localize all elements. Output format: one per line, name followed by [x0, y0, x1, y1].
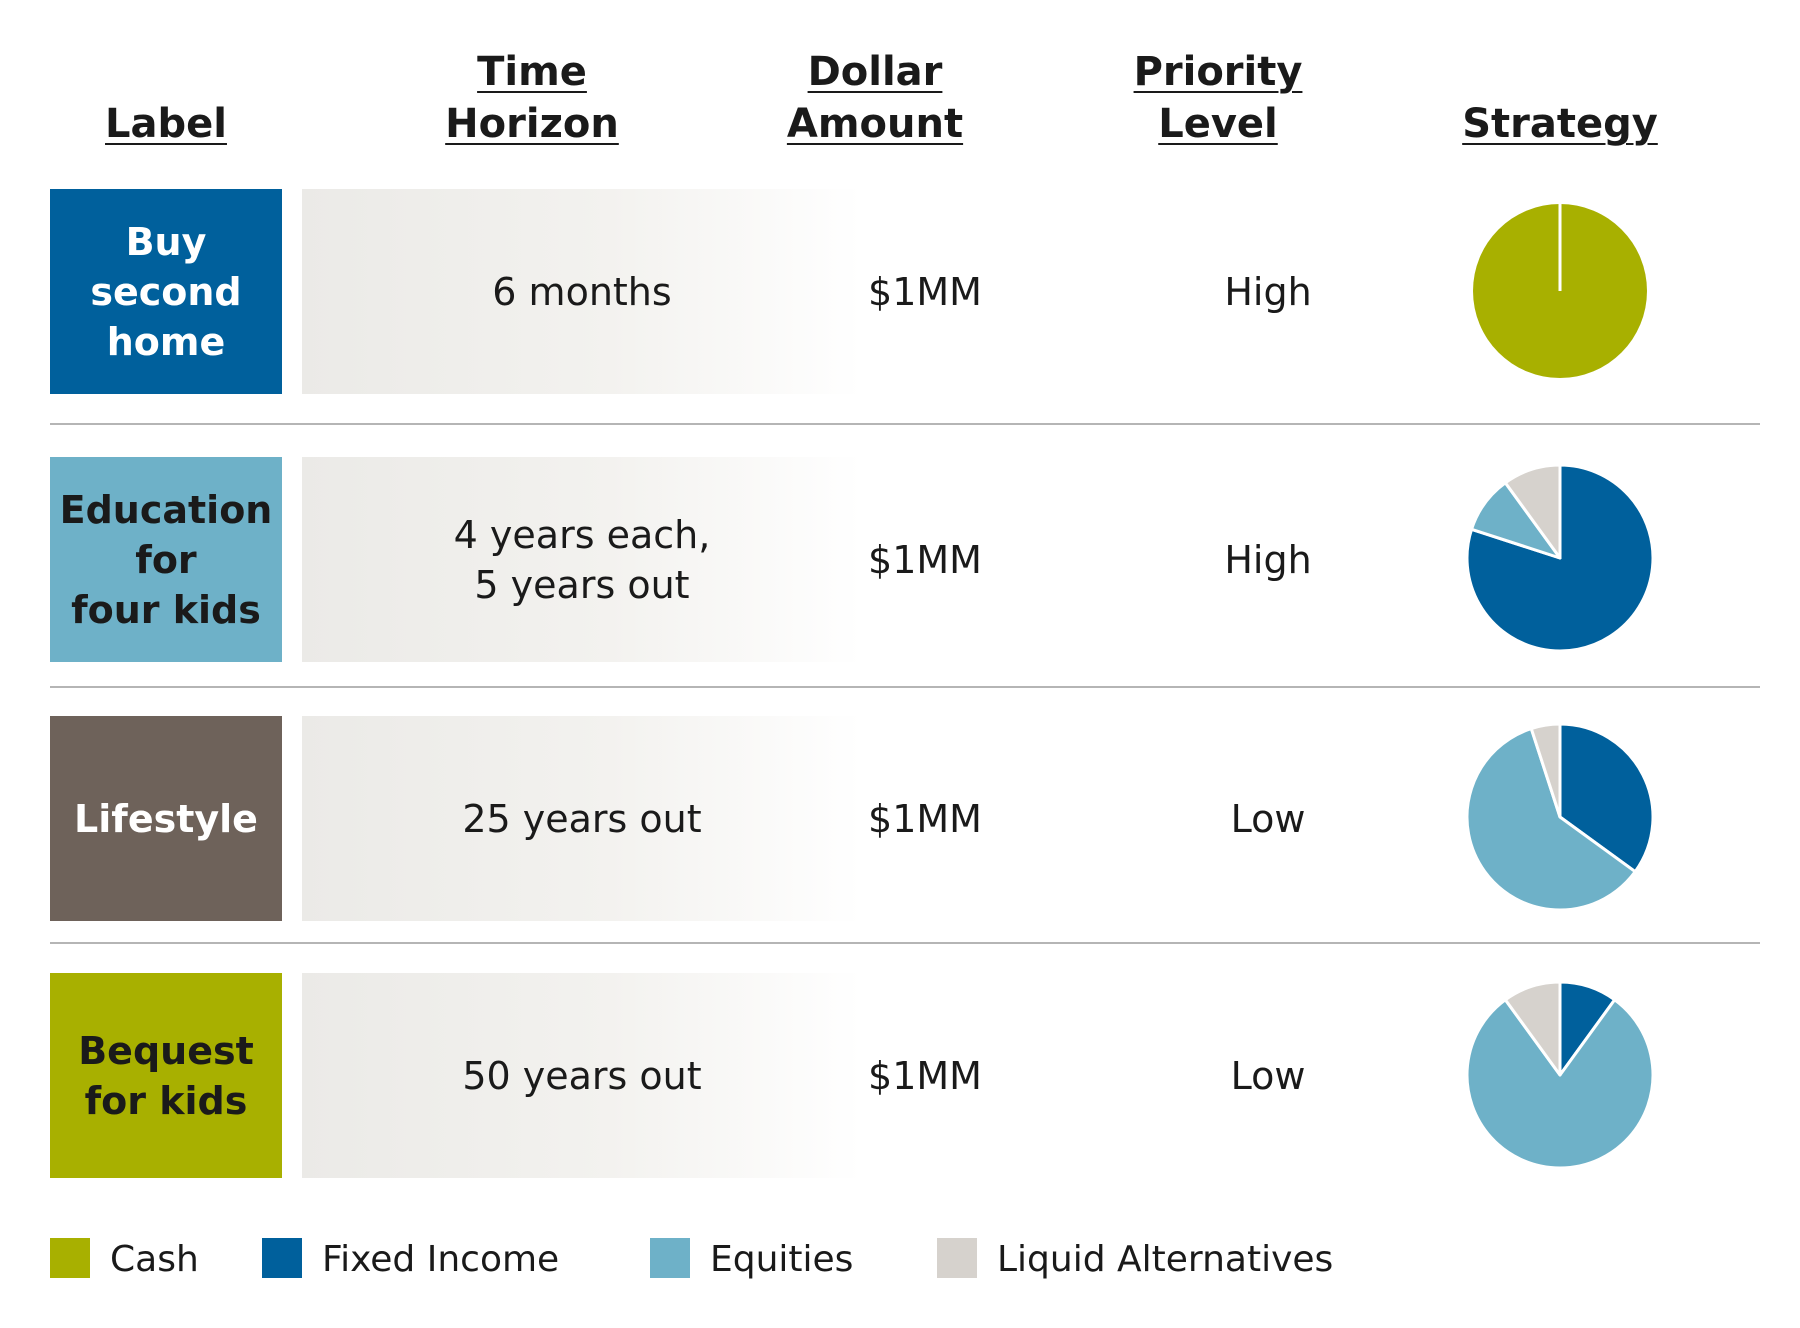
dollar-amount-cell: $1MM — [868, 1053, 982, 1098]
row-label-box: Buy second home — [50, 189, 282, 394]
goal-row-0: Buy second home 6 months $1MM High — [50, 189, 1760, 394]
pie-slice-equities — [1465, 998, 1655, 1170]
priority-cell: Low — [1230, 796, 1306, 841]
pie-slice-liquid-alternatives — [1503, 980, 1562, 1077]
pie-1 — [1465, 463, 1655, 653]
time-horizon-cell: 50 years out — [462, 1053, 702, 1098]
time-horizon-band — [302, 973, 862, 1178]
time-horizon-band — [302, 189, 862, 394]
pie-slice-liquid-alternatives — [1529, 722, 1562, 819]
header-time-horizon-line1: Time — [477, 49, 587, 95]
legend-swatch-liquid-alternatives — [937, 1238, 977, 1278]
pie-2 — [1465, 722, 1655, 912]
header-time-horizon: Time Horizon — [382, 46, 682, 150]
row-divider — [50, 942, 1760, 944]
priority-cell: High — [1224, 537, 1312, 582]
header-priority-level-line2: Level — [1158, 101, 1278, 147]
dollar-amount-cell: $1MM — [868, 269, 982, 314]
header-time-horizon-line2: Horizon — [445, 101, 619, 147]
time-horizon-band — [302, 457, 862, 662]
priority-cell: Low — [1230, 1053, 1306, 1098]
pie-slice-equities — [1465, 727, 1637, 912]
goal-row-2: Lifestyle 25 years out $1MM Low — [50, 716, 1760, 921]
time-horizon-cell: 25 years out — [462, 796, 702, 841]
header-dollar-amount: Dollar Amount — [725, 46, 1025, 150]
pie-0 — [1473, 204, 1647, 378]
legend-label-liquid-alternatives: Liquid Alternatives — [997, 1239, 1334, 1280]
legend-swatch-equities — [650, 1238, 690, 1278]
dollar-amount-cell: $1MM — [868, 537, 982, 582]
pie-slice-fixed-income — [1558, 722, 1655, 874]
goal-row-3: Bequest for kids 50 years out $1MM Low — [50, 973, 1760, 1178]
header-priority-level: Priority Level — [1068, 46, 1368, 150]
row-label-box: Bequest for kids — [50, 973, 282, 1178]
legend-swatch-cash — [50, 1238, 90, 1278]
priority-cell: High — [1224, 269, 1312, 314]
legend-label-cash: Cash — [110, 1239, 199, 1280]
pie-slice-liquid-alternatives — [1503, 463, 1562, 560]
goal-row-1: Education for four kids 4 years each, 5 … — [50, 457, 1760, 662]
row-label-box: Education for four kids — [50, 457, 282, 662]
time-horizon-cell: 4 years each, 5 years out — [453, 512, 711, 607]
row-divider — [50, 686, 1760, 688]
legend-label-fixed-income: Fixed Income — [322, 1239, 560, 1280]
header-dollar-amount-line1: Dollar — [807, 49, 943, 95]
dollar-amount-cell: $1MM — [868, 796, 982, 841]
header-priority-level-line1: Priority — [1133, 49, 1303, 95]
header-label: Label — [50, 98, 282, 150]
row-label-box: Lifestyle — [50, 716, 282, 921]
pie-3 — [1465, 980, 1655, 1170]
time-horizon-band — [302, 716, 862, 921]
time-horizon-cell: 6 months — [492, 269, 672, 314]
row-divider — [50, 423, 1760, 425]
header-label-text: Label — [105, 101, 227, 147]
header-strategy: Strategy — [1410, 98, 1710, 150]
header-strategy-text: Strategy — [1462, 101, 1658, 147]
header-dollar-amount-line2: Amount — [786, 101, 964, 147]
legend-swatch-fixed-income — [262, 1238, 302, 1278]
legend-label-equities: Equities — [710, 1239, 854, 1280]
